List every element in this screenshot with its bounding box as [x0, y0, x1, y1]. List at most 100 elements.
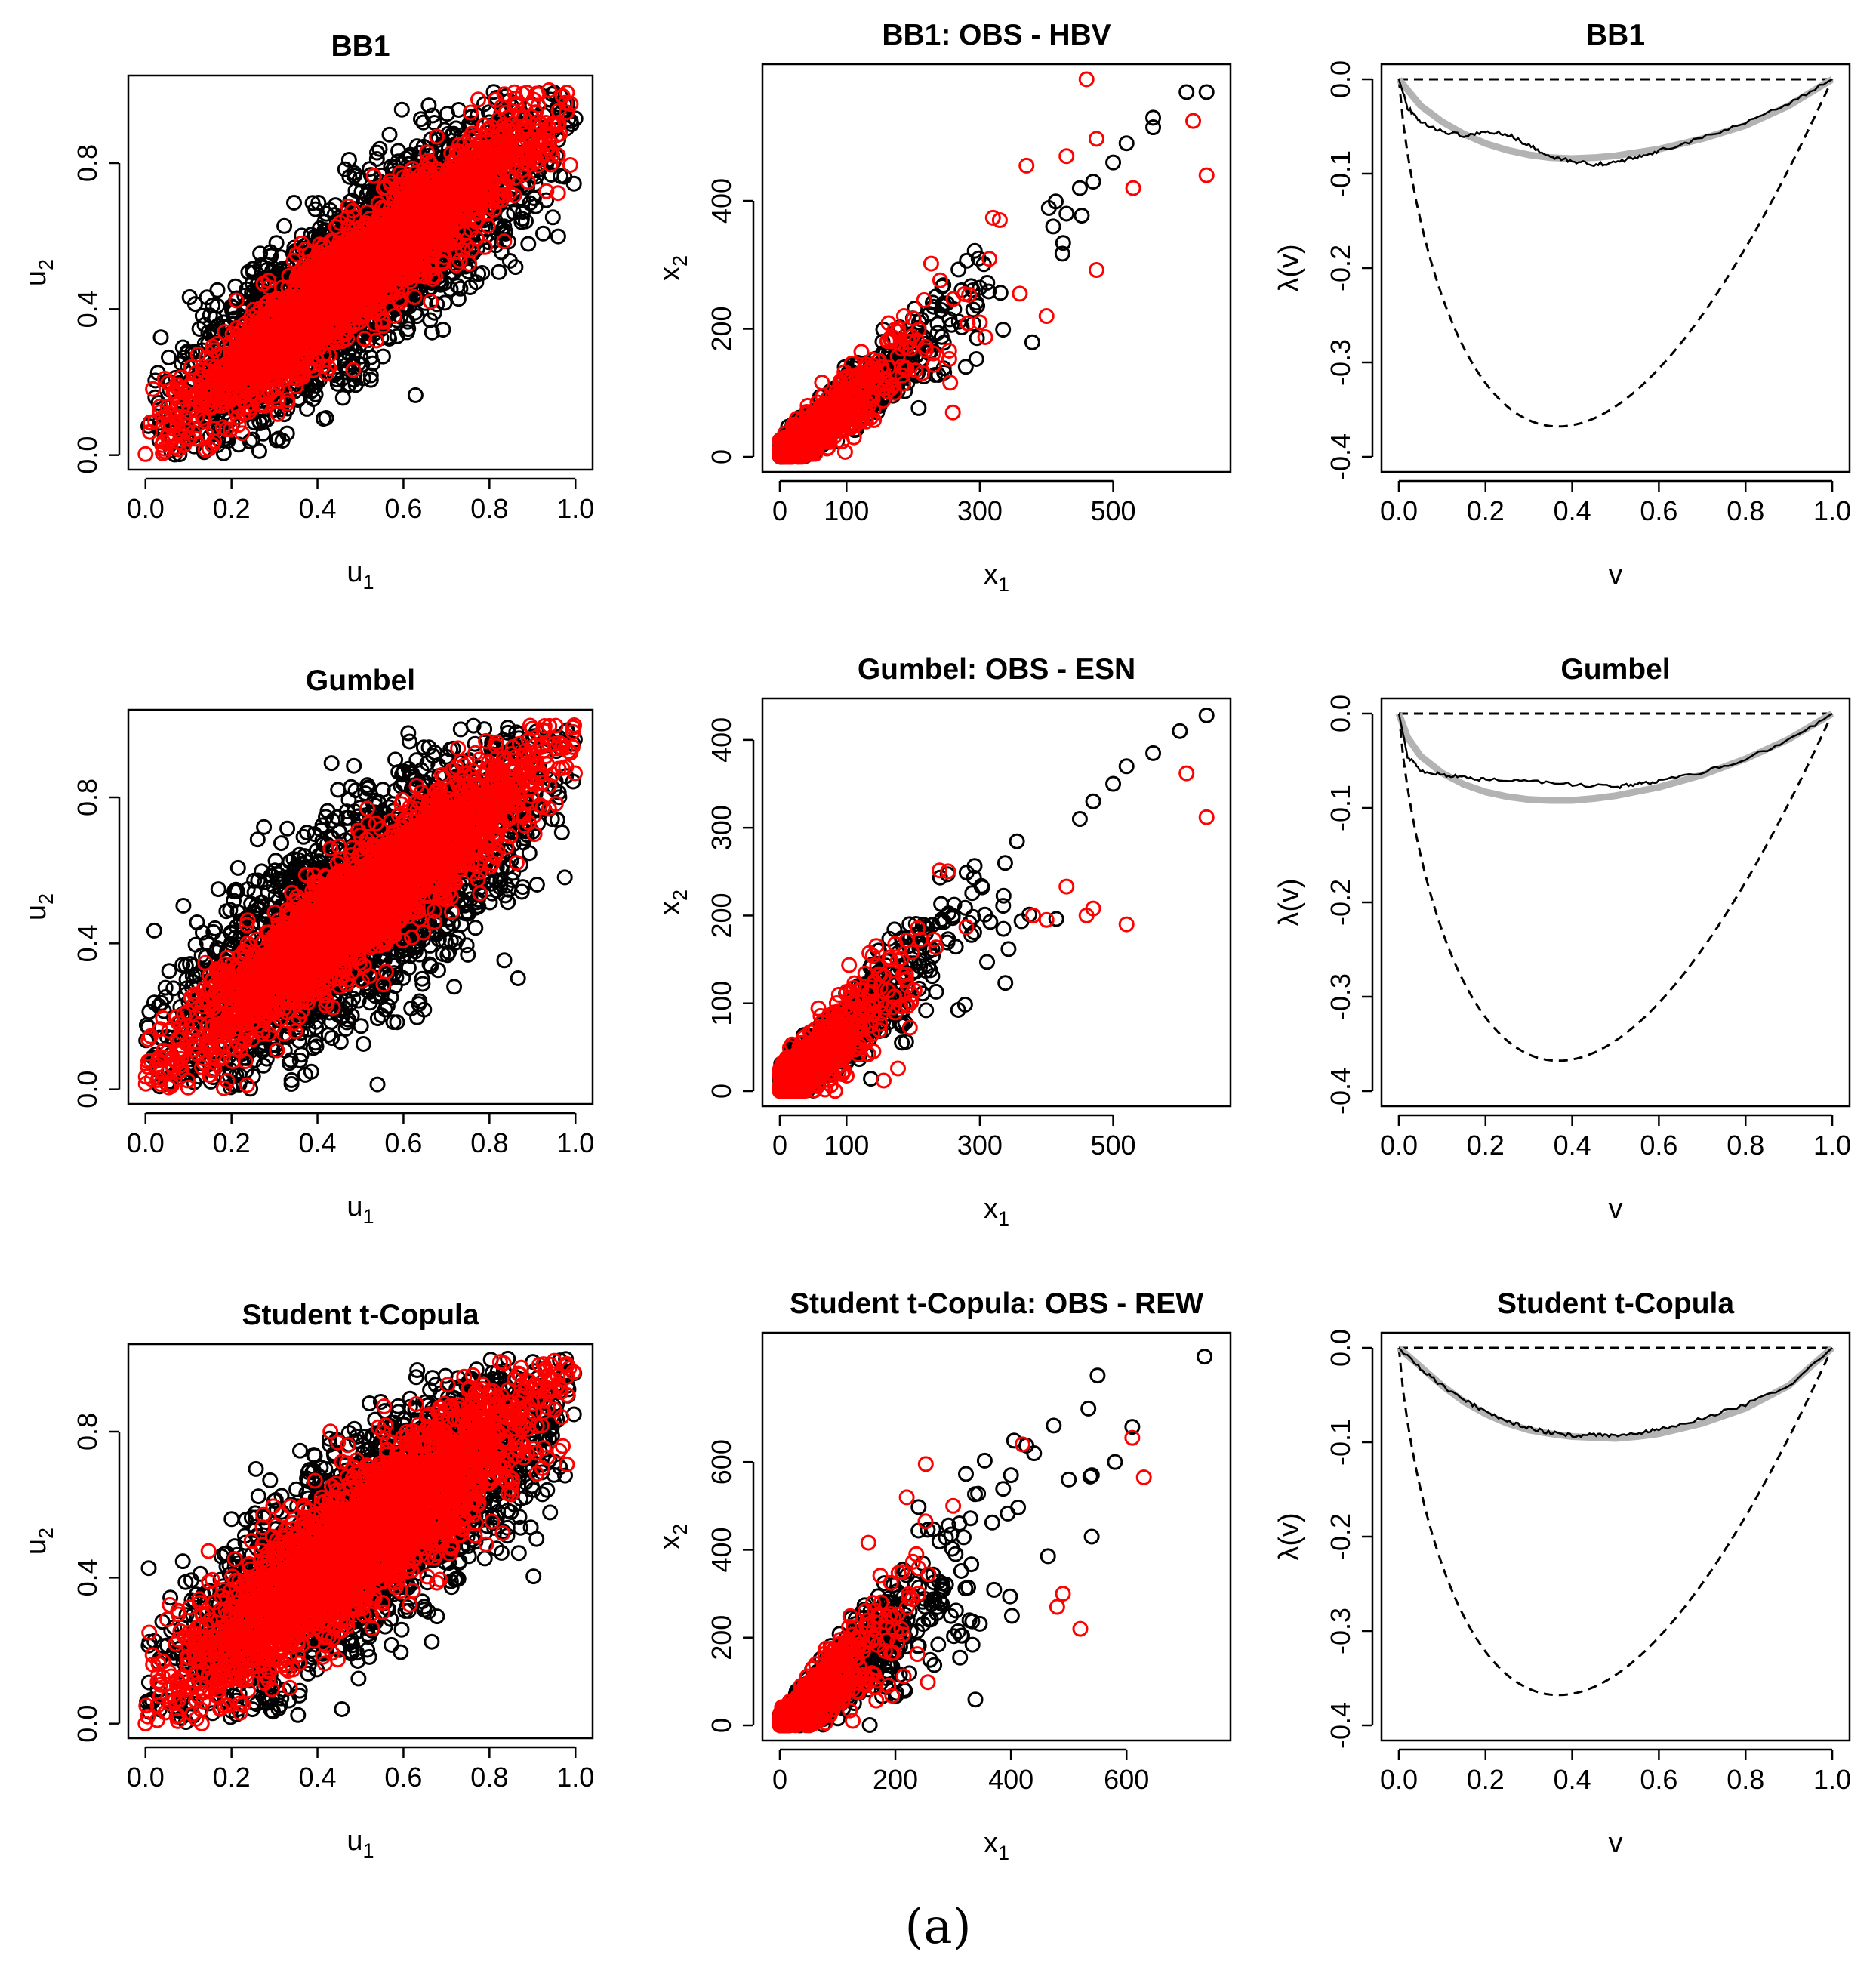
scatter-point	[179, 345, 196, 362]
scatter-point	[326, 365, 343, 381]
scatter-point	[389, 284, 405, 301]
scatter-point	[423, 293, 439, 310]
scatter-point	[313, 239, 329, 256]
scatter-point	[418, 144, 435, 161]
scatter-point	[347, 377, 364, 393]
scatter-point	[286, 195, 302, 211]
scatter-point	[205, 297, 221, 313]
scatter-point	[368, 151, 385, 167]
scatter-point	[279, 425, 295, 442]
scatter-point	[496, 233, 513, 250]
scatter-point	[341, 376, 358, 393]
scatter-point	[562, 157, 578, 173]
scatter-point	[422, 312, 439, 328]
scatter-point	[260, 279, 277, 296]
scatter-point	[223, 338, 239, 355]
scatter-point	[467, 143, 483, 160]
scatter-point	[371, 140, 388, 157]
scatter-point	[435, 255, 451, 272]
scatter-point	[481, 174, 497, 191]
scatter-point	[450, 291, 467, 307]
scatter-point	[316, 411, 331, 427]
scatter-point	[288, 270, 305, 286]
scatter-point	[435, 205, 451, 222]
scatter-point	[228, 292, 245, 309]
scatter-point	[464, 125, 480, 142]
scatter-point	[544, 146, 561, 163]
scatter-point	[329, 375, 346, 392]
scatter-point	[544, 209, 561, 226]
scatter-point	[254, 259, 271, 276]
scatter-point	[424, 253, 440, 270]
sim-points	[137, 82, 579, 462]
scatter-point	[294, 235, 310, 251]
scatter-point	[565, 175, 582, 192]
scatter-point	[420, 97, 437, 114]
scatter-point	[501, 253, 518, 269]
scatter-point	[539, 125, 556, 142]
scatter-point	[227, 382, 244, 399]
scatter-point	[171, 434, 187, 450]
scatter-point	[381, 126, 398, 143]
scatter-point	[471, 171, 487, 188]
scatter-point	[351, 171, 368, 188]
scatter-point	[209, 282, 226, 298]
scatter-point	[161, 349, 177, 365]
scatter-point	[145, 381, 162, 397]
panel-title: BB1	[331, 30, 390, 63]
scatter-point	[299, 400, 316, 417]
scatter-point	[362, 367, 379, 384]
scatter-point	[550, 103, 567, 119]
scatter-point	[476, 117, 492, 134]
scatter-point	[229, 373, 245, 390]
scatter-point	[197, 442, 214, 458]
scatter-point	[356, 331, 373, 347]
scatter-point	[327, 328, 343, 344]
scatter-point	[194, 342, 211, 359]
scatter-point	[230, 436, 247, 453]
scatter-point	[340, 152, 357, 168]
scatter-point	[386, 308, 402, 324]
scatter-point	[213, 398, 229, 414]
scatter-point	[420, 153, 436, 169]
scatter-point	[193, 393, 209, 409]
scatter-point	[255, 413, 272, 430]
scatter-point	[225, 303, 242, 319]
scatter-point	[368, 294, 385, 310]
scatter-point	[382, 200, 399, 217]
scatter-point	[397, 270, 414, 287]
scatter-point	[429, 128, 445, 145]
scatter-point	[232, 353, 248, 369]
scatter-point	[550, 228, 566, 245]
scatter-point	[461, 264, 476, 280]
scatter-point	[389, 328, 405, 344]
scatter-point	[307, 378, 323, 394]
scatter-point	[270, 430, 287, 447]
scatter-point	[304, 195, 321, 211]
scatter-point	[474, 140, 491, 156]
scatter-point	[491, 264, 507, 280]
scatter-point	[383, 176, 399, 193]
scatter-point	[152, 404, 168, 421]
scatter-point	[251, 442, 267, 459]
scatter-point	[427, 197, 443, 214]
scatter-point	[142, 415, 159, 431]
scatter-point	[299, 359, 316, 375]
scatter-point	[346, 234, 362, 251]
scatter-point	[494, 137, 511, 153]
scatter-point	[415, 114, 432, 131]
scatter-point	[273, 367, 289, 384]
scatter-point	[234, 425, 251, 442]
scatter-point	[180, 429, 196, 446]
scatter-point	[496, 86, 513, 103]
scatter-point	[183, 359, 199, 375]
scatter-point	[500, 167, 516, 183]
scatter-point	[477, 229, 494, 245]
scatter-point	[451, 137, 468, 153]
scatter-point	[332, 214, 348, 231]
scatter-point	[254, 397, 270, 414]
scatter-point	[155, 434, 171, 450]
scatter-point	[507, 95, 524, 112]
scatter-point	[262, 244, 279, 261]
scatter-point	[279, 392, 296, 409]
